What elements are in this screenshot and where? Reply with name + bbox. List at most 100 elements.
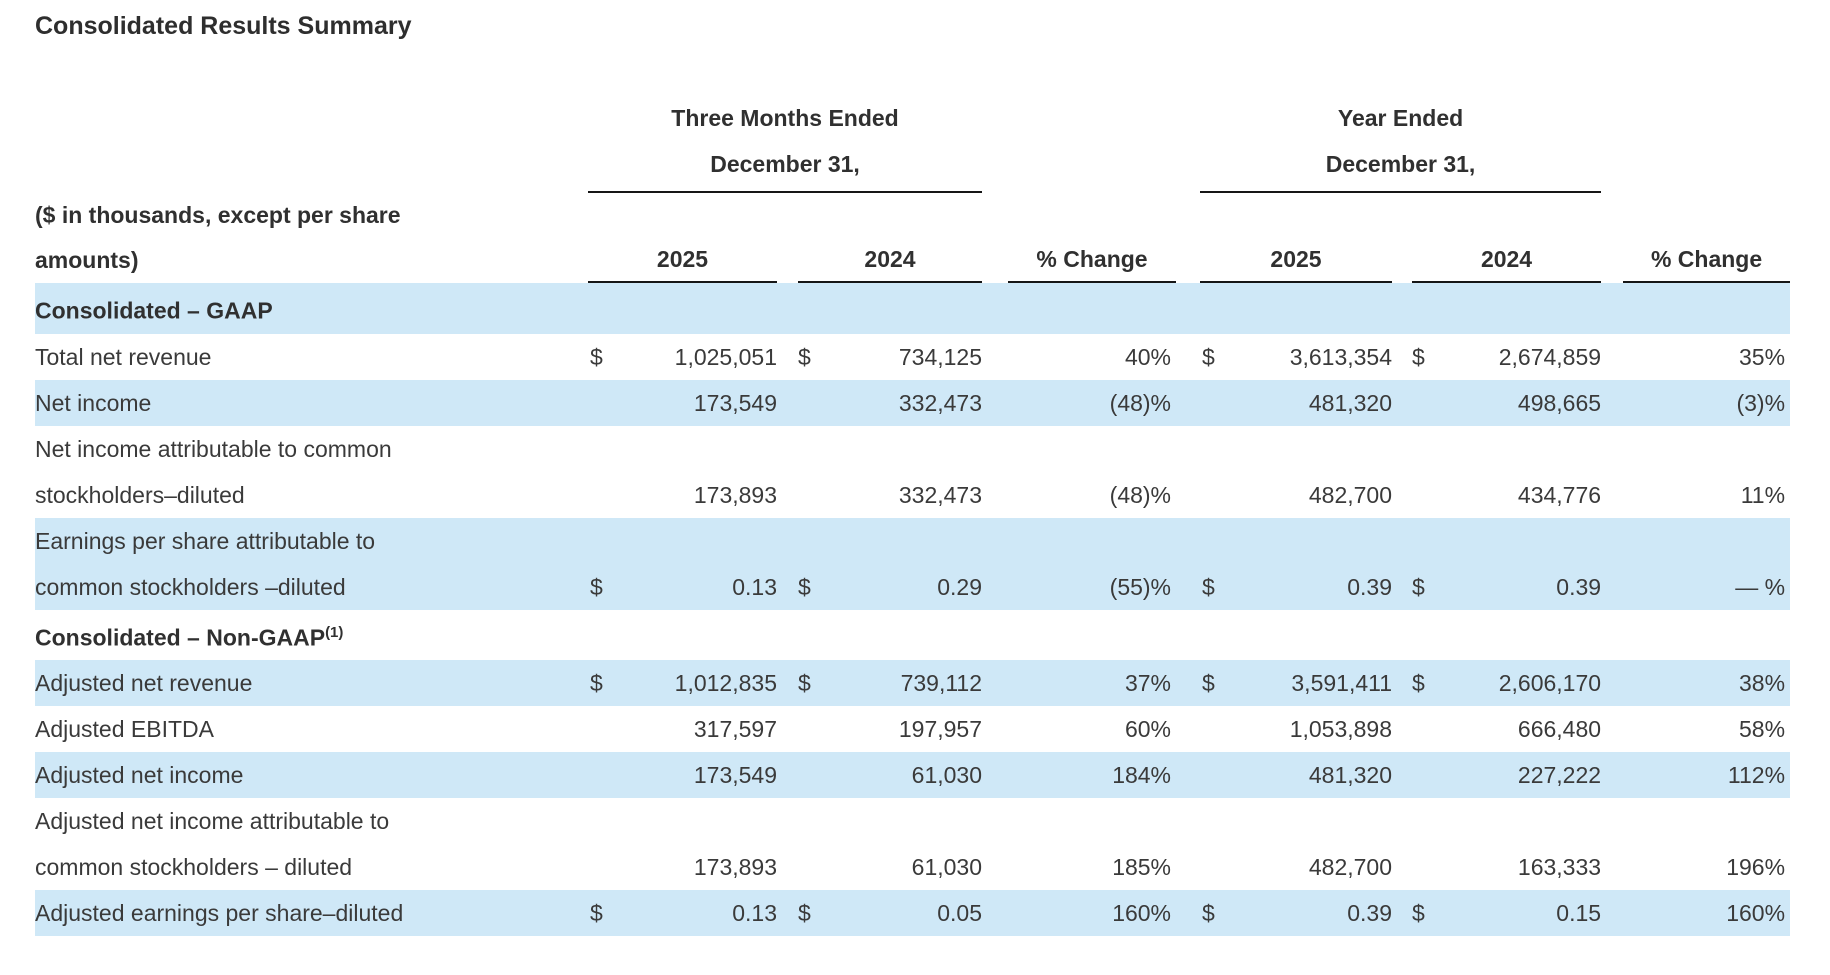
pct-change-cell: 60% bbox=[1124, 716, 1172, 743]
dollar-sign: $ bbox=[798, 670, 811, 697]
table-row: Total net revenue $ 1,025,051 $ 734,125 … bbox=[35, 334, 1790, 380]
section-row-non-gaap: Consolidated – Non-GAAP(1) bbox=[35, 610, 1790, 661]
col-header-label: 2024 bbox=[1412, 246, 1602, 283]
dollar-sign: $ bbox=[590, 343, 603, 370]
pct-change-cell: 58% bbox=[1739, 716, 1786, 743]
table-row: Adjusted net revenue $ 1,012,835 $ 739,1… bbox=[35, 660, 1791, 707]
row-label: Adjusted EBITDA bbox=[35, 706, 588, 752]
value-cell: 1,025,051 bbox=[674, 343, 777, 370]
value-cell: 332,473 bbox=[898, 481, 983, 508]
section-label: Consolidated – Non-GAAP(1) bbox=[35, 610, 1790, 661]
group-header-year-ended: Year Ended December 31, bbox=[1200, 95, 1602, 193]
value-cell: 173,549 bbox=[693, 762, 777, 789]
value-cell: 3,591,411 bbox=[1291, 670, 1393, 697]
dollar-sign bbox=[777, 380, 838, 426]
dollar-sign: $ bbox=[1412, 670, 1425, 697]
dollar-sign bbox=[588, 706, 628, 752]
footnote-marker: (1) bbox=[325, 623, 344, 641]
value-cell: 61,030 bbox=[911, 762, 983, 789]
group-gap bbox=[1176, 95, 1200, 193]
table-row: Adjusted net income 173,549 61,030 184% … bbox=[35, 752, 1791, 799]
dollar-sign: $ bbox=[1412, 900, 1425, 927]
group-header-spacer bbox=[982, 95, 1176, 193]
row-label: Earnings per share attributable to commo… bbox=[35, 518, 588, 610]
col-header-label: % Change bbox=[1008, 246, 1177, 283]
row-label-text: Total net revenue bbox=[35, 343, 212, 370]
dollar-sign bbox=[777, 706, 838, 752]
dollar-sign: $ bbox=[798, 343, 811, 370]
column-gap bbox=[1176, 752, 1200, 798]
row-label: Adjusted net income attributable to comm… bbox=[35, 798, 588, 890]
dollar-sign bbox=[588, 426, 628, 518]
value-cell: 0.15 bbox=[1556, 900, 1602, 927]
dollar-sign bbox=[1200, 380, 1245, 426]
group-header-three-months-label: Three Months Ended December 31, bbox=[588, 95, 983, 193]
value-cell: 173,893 bbox=[693, 481, 777, 508]
col-header-label: 2024 bbox=[798, 246, 983, 283]
row-label-text: Adjusted earnings per share–diluted bbox=[35, 900, 404, 927]
pct-change-cell: (3)% bbox=[1736, 389, 1786, 416]
page-title: Consolidated Results Summary bbox=[35, 12, 412, 40]
group-header-three-months-ended: Three Months Ended December 31, bbox=[588, 95, 983, 193]
column-gap bbox=[1176, 706, 1200, 752]
row-label: Adjusted net income bbox=[35, 752, 588, 798]
value-cell: 1,012,835 bbox=[674, 670, 777, 697]
column-gap bbox=[1176, 798, 1200, 890]
row-label: Total net revenue bbox=[35, 334, 588, 380]
dollar-sign: $ bbox=[798, 900, 811, 927]
dollar-sign bbox=[588, 752, 628, 798]
dollar-sign: $ bbox=[1412, 343, 1425, 370]
col-header-2025-three-months: 2025 bbox=[588, 193, 777, 283]
dollar-sign: $ bbox=[590, 900, 603, 927]
pct-change-cell: 35% bbox=[1739, 343, 1786, 370]
pct-change-cell: — % bbox=[1735, 573, 1786, 600]
value-cell: 0.39 bbox=[1347, 573, 1393, 600]
value-cell: 163,333 bbox=[1517, 854, 1602, 881]
column-gap bbox=[1176, 426, 1200, 518]
value-cell: 498,665 bbox=[1517, 389, 1602, 416]
dollar-sign bbox=[1392, 706, 1457, 752]
row-label-text: Adjusted net income bbox=[35, 762, 244, 789]
col-header-label: 2025 bbox=[588, 246, 777, 283]
value-cell: 482,700 bbox=[1308, 854, 1393, 881]
dollar-sign bbox=[1200, 752, 1245, 798]
dollar-sign: $ bbox=[590, 670, 603, 697]
value-cell: 173,549 bbox=[693, 389, 777, 416]
dollar-sign bbox=[1200, 426, 1245, 518]
dollar-sign: $ bbox=[1202, 343, 1215, 370]
dollar-sign bbox=[1200, 706, 1245, 752]
col-header-2024-three-months: 2024 bbox=[777, 193, 983, 283]
value-cell: 739,112 bbox=[900, 670, 983, 697]
col-header-label: 2025 bbox=[1200, 246, 1393, 283]
dollar-sign bbox=[777, 752, 838, 798]
table-row: Net income attributable to common stockh… bbox=[35, 426, 1790, 518]
pct-change-cell: 196% bbox=[1726, 854, 1786, 881]
dollar-sign bbox=[1392, 380, 1457, 426]
pct-change-cell: 37% bbox=[1124, 670, 1172, 697]
dollar-sign: $ bbox=[590, 573, 603, 600]
row-label-text: Adjusted net income attributable to comm… bbox=[35, 808, 390, 881]
table-row: Adjusted earnings per share–diluted $ 0.… bbox=[35, 890, 1791, 937]
col-header-2025-year: 2025 bbox=[1200, 193, 1393, 283]
consolidated-results-table: Three Months Ended December 31, Year End… bbox=[35, 95, 1791, 937]
value-cell: 2,674,859 bbox=[1498, 343, 1602, 370]
section-label-text: Consolidated – Non-GAAP bbox=[35, 624, 326, 651]
section-row-gaap: Consolidated – GAAP bbox=[35, 283, 1791, 334]
row-label: Net income bbox=[35, 380, 588, 426]
column-header-row: ($ in thousands, except per share amount… bbox=[35, 193, 1791, 283]
table-row: Net income 173,549 332,473 (48)% 481,320… bbox=[35, 379, 1791, 426]
value-cell: 481,320 bbox=[1308, 762, 1393, 789]
value-cell: 0.05 bbox=[937, 900, 983, 927]
group-header-year-ended-label: Year Ended December 31, bbox=[1200, 95, 1602, 193]
pct-change-cell: 160% bbox=[1726, 900, 1786, 927]
value-cell: 0.13 bbox=[732, 573, 777, 600]
dollar-sign bbox=[1200, 798, 1245, 890]
dollar-sign bbox=[1392, 426, 1457, 518]
dollar-sign: $ bbox=[1202, 670, 1215, 697]
pct-change-cell: 112% bbox=[1727, 762, 1786, 789]
value-cell: 482,700 bbox=[1308, 481, 1393, 508]
col-header-pct-change-year: % Change bbox=[1601, 193, 1791, 283]
row-label: Net income attributable to common stockh… bbox=[35, 426, 588, 518]
column-gap bbox=[1176, 890, 1200, 936]
dollar-sign bbox=[777, 426, 838, 518]
